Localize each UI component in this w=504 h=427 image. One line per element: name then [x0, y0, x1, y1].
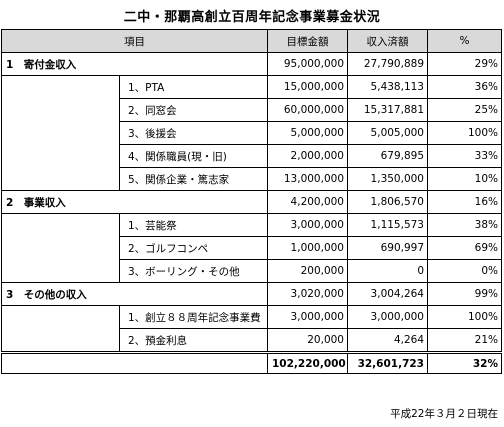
item-received: 690,997	[347, 236, 428, 260]
section-received: 27,790,889	[347, 52, 428, 76]
section-received: 1,806,570	[347, 190, 428, 214]
header-row: 項目 目標金額 収入済額 %	[1, 29, 502, 53]
page-title: 二中・那覇高創立百周年記念事業募金状況	[123, 10, 381, 25]
indent-cell	[1, 305, 120, 329]
item-received: 679,895	[347, 144, 428, 168]
section-row: 2 事業収入 4,200,000 1,806,570 16%	[1, 190, 502, 214]
indent-cell	[1, 144, 120, 168]
header-pct: %	[427, 29, 502, 53]
item-label: 2、預金利息	[119, 328, 268, 353]
indent-cell	[1, 259, 120, 283]
item-target: 3,000,000	[267, 213, 348, 237]
item-received: 1,115,573	[347, 213, 428, 237]
section-pct: 29%	[427, 52, 502, 76]
item-pct: 0%	[427, 259, 502, 283]
indent-cell	[1, 98, 120, 122]
item-target: 3,000,000	[267, 305, 348, 329]
total-target: 102,220,000	[267, 351, 348, 374]
item-row: 3、ボーリング・その他 200,000 0 0%	[1, 259, 502, 283]
total-pct: 32%	[427, 351, 502, 374]
item-received: 1,350,000	[347, 167, 428, 191]
item-pct: 25%	[427, 98, 502, 122]
indent-cell	[1, 167, 120, 191]
section-pct: 16%	[427, 190, 502, 214]
item-received: 15,317,881	[347, 98, 428, 122]
item-target: 200,000	[267, 259, 348, 283]
item-target: 5,000,000	[267, 121, 348, 145]
total-label	[1, 351, 268, 374]
item-label: 5、関係企業・篤志家	[119, 167, 268, 191]
item-row: 1、創立８８周年記念事業費 3,000,000 3,000,000 100%	[1, 305, 502, 329]
item-pct: 36%	[427, 75, 502, 99]
indent-cell	[1, 75, 120, 99]
item-label: 3、ボーリング・その他	[119, 259, 268, 283]
item-row: 2、預金利息 20,000 4,264 21%	[1, 328, 502, 353]
item-pct: 21%	[427, 328, 502, 353]
item-received: 3,000,000	[347, 305, 428, 329]
indent-cell	[1, 213, 120, 237]
fundraising-table: 項目 目標金額 収入済額 % 1 寄付金収入 95,000,000 27,790,8…	[1, 29, 502, 374]
header-item: 項目	[1, 29, 268, 53]
header-received: 収入済額	[347, 29, 428, 53]
item-pct: 100%	[427, 121, 502, 145]
header-target: 目標金額	[267, 29, 348, 53]
section-label: 1 寄付金収入	[1, 52, 268, 76]
section-label: 2 事業収入	[1, 190, 268, 214]
item-label: 2、同窓会	[119, 98, 268, 122]
item-row: 5、関係企業・篤志家 13,000,000 1,350,000 10%	[1, 167, 502, 191]
item-label: 1、創立８８周年記念事業費	[119, 305, 268, 329]
item-label: 3、後援会	[119, 121, 268, 145]
item-row: 2、ゴルフコンペ 1,000,000 690,997 69%	[1, 236, 502, 260]
total-received: 32,601,723	[347, 351, 428, 374]
section-label: 3 その他の収入	[1, 282, 268, 306]
section-target: 3,020,000	[267, 282, 348, 306]
section-pct: 99%	[427, 282, 502, 306]
item-target: 1,000,000	[267, 236, 348, 260]
item-pct: 69%	[427, 236, 502, 260]
item-target: 60,000,000	[267, 98, 348, 122]
as-of-date-note: 平成22年３月２日現在	[390, 408, 498, 420]
section-target: 95,000,000	[267, 52, 348, 76]
item-label: 1、PTA	[119, 75, 268, 99]
item-label: 2、ゴルフコンペ	[119, 236, 268, 260]
item-target: 20,000	[267, 328, 348, 353]
section-row: 1 寄付金収入 95,000,000 27,790,889 29%	[1, 52, 502, 76]
item-target: 13,000,000	[267, 167, 348, 191]
item-label: 1、芸能祭	[119, 213, 268, 237]
item-pct: 100%	[427, 305, 502, 329]
item-row: 3、後援会 5,000,000 5,005,000 100%	[1, 121, 502, 145]
section-received: 3,004,264	[347, 282, 428, 306]
item-pct: 10%	[427, 167, 502, 191]
item-pct: 38%	[427, 213, 502, 237]
indent-cell	[1, 328, 120, 353]
total-row: 102,220,000 32,601,723 32%	[1, 351, 502, 374]
item-label: 4、関係職員(現・旧)	[119, 144, 268, 168]
item-received: 5,005,000	[347, 121, 428, 145]
section-row: 3 その他の収入 3,020,000 3,004,264 99%	[1, 282, 502, 306]
item-received: 0	[347, 259, 428, 283]
indent-cell	[1, 121, 120, 145]
item-row: 2、同窓会 60,000,000 15,317,881 25%	[1, 98, 502, 122]
item-pct: 33%	[427, 144, 502, 168]
item-row: 1、PTA 15,000,000 5,438,113 36%	[1, 75, 502, 99]
item-row: 1、芸能祭 3,000,000 1,115,573 38%	[1, 213, 502, 237]
item-received: 4,264	[347, 328, 428, 353]
item-received: 5,438,113	[347, 75, 428, 99]
indent-cell	[1, 236, 120, 260]
section-target: 4,200,000	[267, 190, 348, 214]
item-row: 4、関係職員(現・旧) 2,000,000 679,895 33%	[1, 144, 502, 168]
item-target: 2,000,000	[267, 144, 348, 168]
item-target: 15,000,000	[267, 75, 348, 99]
